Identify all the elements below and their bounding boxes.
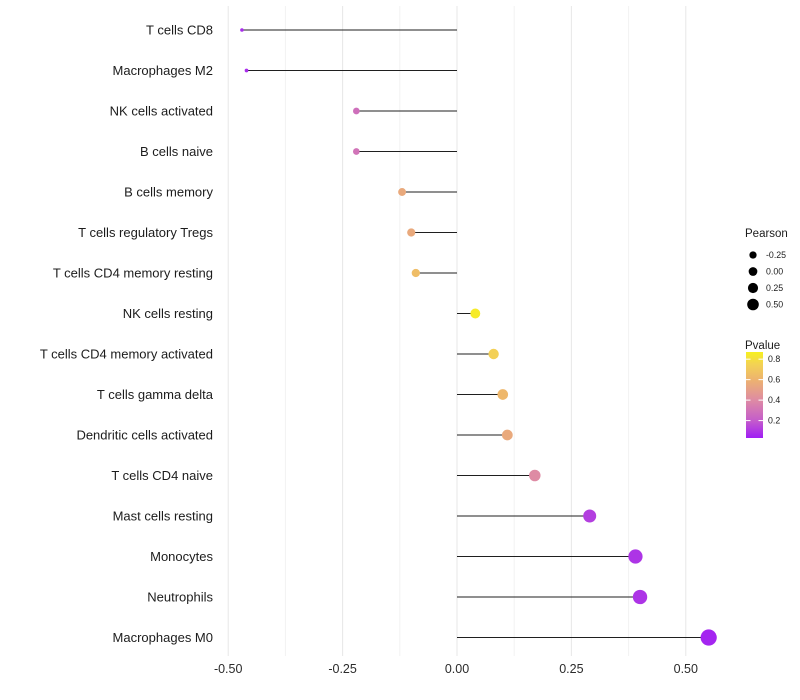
lollipop-dot bbox=[411, 268, 420, 278]
y-axis-label: T cells CD4 memory resting bbox=[53, 266, 213, 281]
lollipop-dot bbox=[352, 107, 360, 115]
legend-size-dot bbox=[747, 282, 759, 294]
legend-color-bar bbox=[746, 352, 763, 438]
y-axis-label: B cells naive bbox=[140, 144, 213, 159]
lollipop-dot bbox=[632, 589, 648, 605]
lollipop-dot bbox=[398, 188, 407, 196]
lollipop-dot bbox=[700, 629, 717, 646]
legend-size-label: -0.25 bbox=[766, 250, 786, 260]
x-tick-label: 0.25 bbox=[559, 662, 583, 676]
lollipop-dot bbox=[501, 429, 513, 441]
lollipop-dot bbox=[352, 148, 360, 155]
y-axis-label: Macrophages M2 bbox=[113, 63, 213, 78]
legend-size-dot bbox=[749, 251, 757, 259]
y-axis-label: Dendritic cells activated bbox=[76, 428, 213, 443]
y-axis-label: NK cells activated bbox=[110, 104, 213, 119]
y-axis-label: Monocytes bbox=[150, 549, 213, 564]
lollipop-dot bbox=[407, 228, 416, 237]
lollipop-dot bbox=[244, 68, 249, 73]
y-axis-label: Mast cells resting bbox=[113, 509, 213, 524]
lollipop-dot bbox=[497, 389, 509, 400]
legend-color-title: Pvalue bbox=[745, 340, 780, 352]
legend-color-label: 0.6 bbox=[768, 375, 780, 385]
y-axis-label: Neutrophils bbox=[147, 590, 213, 605]
y-axis-label: Macrophages M0 bbox=[113, 630, 213, 645]
y-axis-label: T cells gamma delta bbox=[97, 387, 214, 402]
legend-size-dot bbox=[747, 298, 759, 311]
y-axis-label: T cells CD4 memory activated bbox=[40, 347, 213, 362]
legend-size-dot bbox=[748, 267, 758, 276]
lollipop-dot bbox=[488, 348, 499, 360]
y-axis-label: T cells regulatory Tregs bbox=[78, 225, 213, 240]
legend-size-title: Pearson bbox=[745, 228, 788, 240]
lollipop-dot bbox=[529, 469, 541, 482]
lollipop-dot bbox=[470, 308, 481, 319]
x-tick-label: 0.50 bbox=[674, 662, 698, 676]
lollipop-dot bbox=[240, 28, 244, 32]
legend-color-label: 0.4 bbox=[768, 395, 780, 405]
y-axis-label: NK cells resting bbox=[123, 306, 213, 321]
x-tick-label: -0.50 bbox=[214, 662, 243, 676]
lollipop-dot bbox=[583, 509, 597, 523]
legend-color-label: 0.8 bbox=[768, 354, 780, 364]
legend-size-label: 0.00 bbox=[766, 267, 783, 277]
y-axis-label: B cells memory bbox=[124, 185, 213, 200]
y-axis-label: T cells CD4 naive bbox=[111, 468, 213, 483]
legend-size-label: 0.50 bbox=[766, 300, 783, 310]
x-tick-label: -0.25 bbox=[328, 662, 357, 676]
lollipop-dot bbox=[628, 549, 643, 564]
y-axis-label: T cells CD8 bbox=[146, 23, 213, 38]
legend-size-label: 0.25 bbox=[766, 283, 783, 293]
legend-color-label: 0.2 bbox=[768, 416, 780, 426]
x-tick-label: 0.00 bbox=[445, 662, 469, 676]
